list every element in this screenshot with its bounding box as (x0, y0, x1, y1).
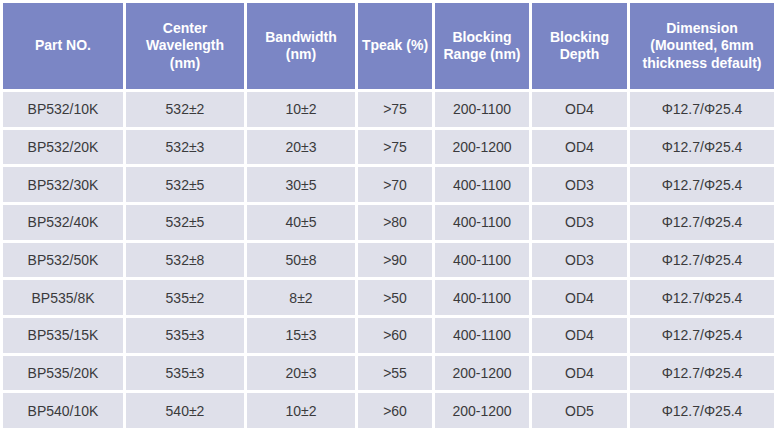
column-header-blocking-depth: Blocking Depth (532, 3, 627, 89)
table-row: BP532/20K 532±3 20±3 >75 200-1200 OD4 Φ1… (3, 130, 774, 165)
cell-blocking-range: 200-1200 (435, 130, 529, 165)
cell-blocking-depth: OD3 (532, 243, 627, 278)
cell-tpeak: >75 (358, 130, 432, 165)
cell-dimension: Φ12.7/Φ25.4 (630, 167, 774, 202)
cell-center-wavelength: 532±3 (126, 130, 244, 165)
table-row: BP535/15K 535±3 15±3 >60 400-1100 OD4 Φ1… (3, 318, 774, 353)
table-row: BP535/20K 535±3 20±3 >55 200-1200 OD4 Φ1… (3, 356, 774, 391)
cell-dimension: Φ12.7/Φ25.4 (630, 205, 774, 240)
column-header-tpeak: Tpeak (%) (358, 3, 432, 89)
cell-dimension: Φ12.7/Φ25.4 (630, 243, 774, 278)
cell-bandwidth: 10±2 (247, 393, 355, 428)
cell-tpeak: >50 (358, 280, 432, 315)
cell-dimension: Φ12.7/Φ25.4 (630, 318, 774, 353)
cell-tpeak: >55 (358, 356, 432, 391)
filter-spec-table: Part NO. Center Wavelength (nm) Bandwidt… (0, 0, 777, 431)
cell-tpeak: >60 (358, 393, 432, 428)
cell-blocking-depth: OD4 (532, 280, 627, 315)
cell-dimension: Φ12.7/Φ25.4 (630, 280, 774, 315)
table-row: BP532/30K 532±5 30±5 >70 400-1100 OD3 Φ1… (3, 167, 774, 202)
cell-bandwidth: 50±8 (247, 243, 355, 278)
cell-blocking-range: 200-1200 (435, 356, 529, 391)
cell-bandwidth: 10±2 (247, 92, 355, 127)
cell-part-no: BP532/10K (3, 92, 123, 127)
cell-center-wavelength: 532±2 (126, 92, 244, 127)
cell-tpeak: >75 (358, 92, 432, 127)
cell-bandwidth: 20±3 (247, 356, 355, 391)
cell-part-no: BP532/30K (3, 167, 123, 202)
cell-part-no: BP532/20K (3, 130, 123, 165)
cell-dimension: Φ12.7/Φ25.4 (630, 356, 774, 391)
cell-bandwidth: 8±2 (247, 280, 355, 315)
column-header-blocking-range: Blocking Range (nm) (435, 3, 529, 89)
cell-bandwidth: 30±5 (247, 167, 355, 202)
cell-bandwidth: 20±3 (247, 130, 355, 165)
cell-center-wavelength: 532±8 (126, 243, 244, 278)
cell-center-wavelength: 535±2 (126, 280, 244, 315)
cell-bandwidth: 40±5 (247, 205, 355, 240)
column-header-center-wavelength: Center Wavelength (nm) (126, 3, 244, 89)
table-row: BP540/10K 540±2 10±2 >60 200-1200 OD5 Φ1… (3, 393, 774, 428)
cell-part-no: BP535/20K (3, 356, 123, 391)
column-header-dimension: Dimension (Mounted, 6mm thickness defaul… (630, 3, 774, 89)
column-header-part-no: Part NO. (3, 3, 123, 89)
cell-dimension: Φ12.7/Φ25.4 (630, 393, 774, 428)
cell-tpeak: >90 (358, 243, 432, 278)
cell-part-no: BP535/8K (3, 280, 123, 315)
cell-tpeak: >70 (358, 167, 432, 202)
cell-tpeak: >60 (358, 318, 432, 353)
cell-center-wavelength: 540±2 (126, 393, 244, 428)
cell-tpeak: >80 (358, 205, 432, 240)
cell-blocking-range: 400-1100 (435, 318, 529, 353)
cell-center-wavelength: 535±3 (126, 356, 244, 391)
cell-blocking-depth: OD3 (532, 167, 627, 202)
cell-center-wavelength: 535±3 (126, 318, 244, 353)
cell-blocking-range: 400-1100 (435, 167, 529, 202)
cell-part-no: BP532/50K (3, 243, 123, 278)
cell-part-no: BP532/40K (3, 205, 123, 240)
table-row: BP535/8K 535±2 8±2 >50 400-1100 OD4 Φ12.… (3, 280, 774, 315)
table-row: BP532/40K 532±5 40±5 >80 400-1100 OD3 Φ1… (3, 205, 774, 240)
table-header-row: Part NO. Center Wavelength (nm) Bandwidt… (3, 3, 774, 89)
cell-part-no: BP535/15K (3, 318, 123, 353)
cell-center-wavelength: 532±5 (126, 167, 244, 202)
column-header-bandwidth: Bandwidth (nm) (247, 3, 355, 89)
cell-blocking-depth: OD4 (532, 92, 627, 127)
cell-part-no: BP540/10K (3, 393, 123, 428)
table-row: BP532/10K 532±2 10±2 >75 200-1100 OD4 Φ1… (3, 92, 774, 127)
cell-blocking-range: 400-1100 (435, 280, 529, 315)
table-row: BP532/50K 532±8 50±8 >90 400-1100 OD3 Φ1… (3, 243, 774, 278)
cell-dimension: Φ12.7/Φ25.4 (630, 92, 774, 127)
cell-blocking-depth: OD4 (532, 356, 627, 391)
cell-blocking-depth: OD3 (532, 205, 627, 240)
cell-blocking-depth: OD4 (532, 318, 627, 353)
cell-blocking-range: 400-1100 (435, 205, 529, 240)
cell-blocking-range: 200-1100 (435, 92, 529, 127)
cell-blocking-depth: OD5 (532, 393, 627, 428)
cell-dimension: Φ12.7/Φ25.4 (630, 130, 774, 165)
cell-bandwidth: 15±3 (247, 318, 355, 353)
cell-center-wavelength: 532±5 (126, 205, 244, 240)
cell-blocking-depth: OD4 (532, 130, 627, 165)
cell-blocking-range: 400-1100 (435, 243, 529, 278)
cell-blocking-range: 200-1200 (435, 393, 529, 428)
